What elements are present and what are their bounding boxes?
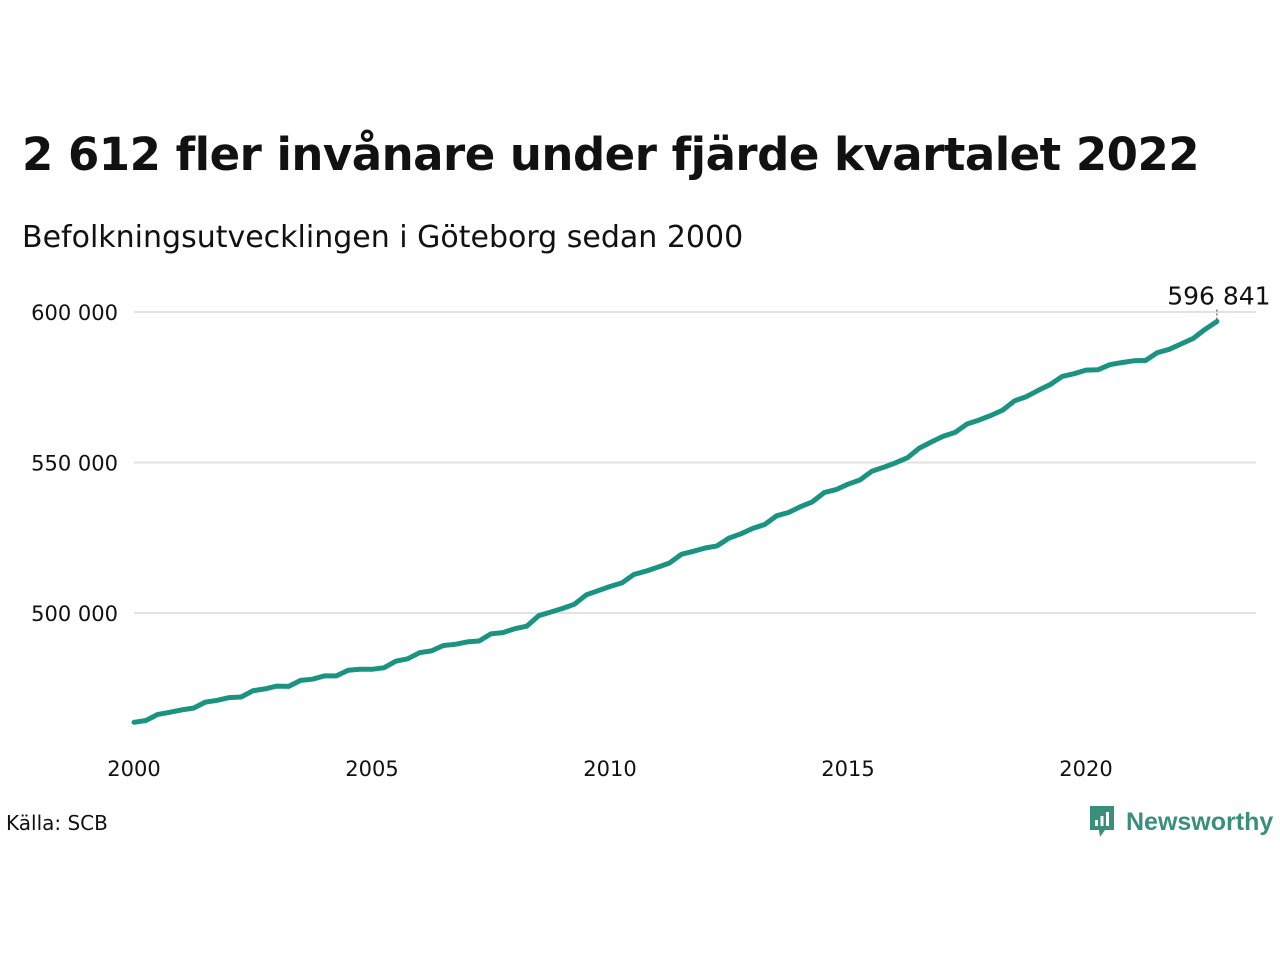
x-tick-label: 2020 — [1059, 757, 1112, 781]
y-tick-label: 550 000 — [31, 452, 118, 476]
chart-title: 2 612 fler invånare under fjärde kvartal… — [22, 128, 1200, 181]
newsworthy-logo-icon — [1090, 806, 1114, 837]
chart-subtitle: Befolkningsutvecklingen i Göteborg sedan… — [22, 220, 744, 255]
y-tick-label: 600 000 — [31, 301, 118, 325]
brand-logo[interactable]: Newsworthy — [1088, 804, 1273, 840]
source-note: Källa: SCB — [6, 811, 108, 835]
series-line — [131, 319, 1220, 725]
x-tick-label: 2000 — [107, 757, 160, 781]
end-annotation: 596 841 — [1167, 282, 1271, 320]
y-axis-tick-labels: 500 000 550 000 600 000 — [31, 301, 118, 626]
x-tick-label: 2015 — [821, 757, 874, 781]
x-axis-tick-labels: 2000 2005 2010 2015 2020 — [107, 757, 1112, 781]
y-tick-label: 500 000 — [31, 602, 118, 626]
series-layer — [131, 319, 1220, 725]
end-value-label: 596 841 — [1167, 282, 1270, 311]
brand-name: Newsworthy — [1126, 807, 1274, 836]
x-tick-label: 2010 — [583, 757, 636, 781]
x-tick-label: 2005 — [345, 757, 398, 781]
gridlines — [134, 311, 1256, 614]
